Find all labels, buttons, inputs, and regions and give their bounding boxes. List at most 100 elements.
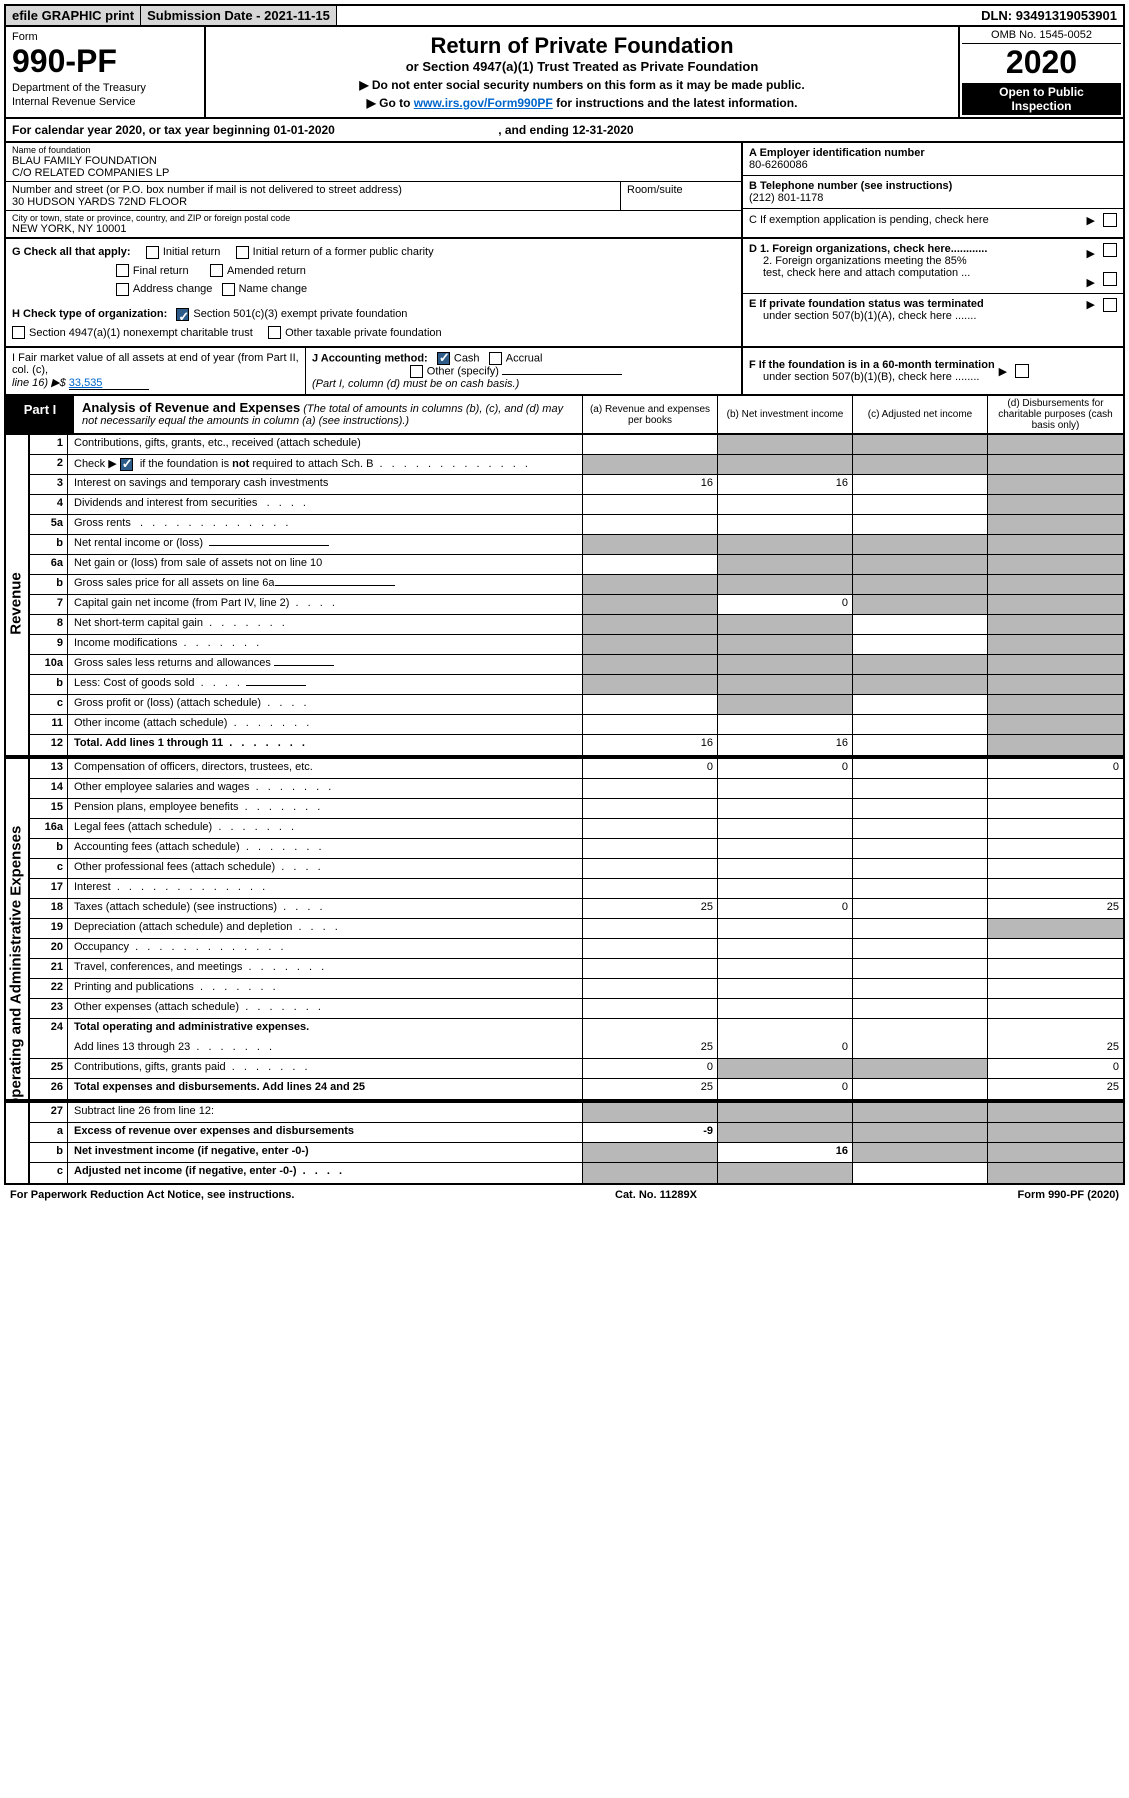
submission-date-value: 2021-11-15 [264,8,330,23]
r4-b [718,495,853,514]
r11-b [718,715,853,734]
c-checkbox[interactable] [1103,213,1117,227]
d2a-text: 2. Foreign organizations meeting the 85% [749,255,967,267]
r21-d [988,959,1123,978]
tel-label: B Telephone number (see instructions) [749,180,1117,192]
r8-desc: Net short-term capital gain . . . . . . … [68,615,583,634]
footer-right: Form 990-PF (2020) [1018,1189,1120,1201]
g-address-change-cb[interactable] [116,283,129,296]
r12-b: 16 [718,735,853,755]
efile-print-button[interactable]: efile GRAPHIC print [6,6,141,25]
r6b-num: b [30,575,68,594]
row-4: 4Dividends and interest from securities … [30,495,1123,515]
r2-checkbox[interactable] [120,458,133,471]
r10a-num: 10a [30,655,68,674]
g-amended-cb[interactable] [210,264,223,277]
h-label: H Check type of organization: [12,308,167,320]
entity-right: A Employer identification number 80-6260… [743,143,1123,237]
h-other-taxable-cb[interactable] [268,326,281,339]
row-16b: bAccounting fees (attach schedule) . . .… [30,839,1123,859]
r3-d [988,475,1123,494]
row-17: 17Interest . . . . . . . . . . . . . [30,879,1123,899]
r19-num: 19 [30,919,68,938]
row-10b: bLess: Cost of goods sold . . . . [30,675,1123,695]
r6a-c [853,555,988,574]
r27a-a: -9 [583,1123,718,1142]
address-row: Number and street (or P.O. box number if… [6,182,741,211]
r5a-desc: Gross rents . . . . . . . . . . . . . [68,515,583,534]
f-checkbox[interactable] [1015,364,1029,378]
r4-a [583,495,718,514]
h-4947-cb[interactable] [12,326,25,339]
g-name-change-cb[interactable] [222,283,235,296]
part1-label: Part I [6,396,74,433]
city-label: City or town, state or province, country… [12,213,735,223]
form990pf-link[interactable]: www.irs.gov/Form990PF [414,96,553,110]
footer: For Paperwork Reduction Act Notice, see … [4,1185,1125,1205]
r27b-a [583,1143,718,1162]
g-initial-former-cb[interactable] [236,246,249,259]
r26-b: 0 [718,1079,853,1099]
r16c-b [718,859,853,878]
e2-text: under section 507(b)(1)(A), check here .… [749,310,976,322]
i-line16-label: line 16) ▶$ [12,377,69,389]
g-final-return-cb[interactable] [116,264,129,277]
r5a-b [718,515,853,534]
r9-b [718,635,853,654]
r25-b [718,1059,853,1078]
r16c-d [988,859,1123,878]
r27b-num: b [30,1143,68,1162]
r17-b [718,879,853,898]
r2-pre: Check ▶ [74,458,120,470]
fmv-link[interactable]: 33,535 [69,377,149,390]
r14-desc: Other employee salaries and wages . . . … [68,779,583,798]
r6a-num: 6a [30,555,68,574]
r18-a: 25 [583,899,718,918]
tax-year: 2020 [962,44,1121,81]
r7-d [988,595,1123,614]
e-checkbox[interactable] [1103,298,1117,312]
r27c-desc: Adjusted net income (if negative, enter … [68,1163,583,1183]
r21-c [853,959,988,978]
foundation-name-2: C/O RELATED COMPANIES LP [12,167,735,179]
r18-desc: Taxes (attach schedule) (see instruction… [68,899,583,918]
row-14: 14Other employee salaries and wages . . … [30,779,1123,799]
r16b-d [988,839,1123,858]
row-27b: bNet investment income (if negative, ent… [30,1143,1123,1163]
r1-a [583,435,718,454]
form-header: Form 990-PF Department of the Treasury I… [4,27,1125,119]
street-value: 30 HUDSON YARDS 72ND FLOOR [12,196,614,208]
dept-irs: Internal Revenue Service [12,96,198,108]
gh-left: G Check all that apply: Initial return I… [6,239,743,346]
r15-d [988,799,1123,818]
col-d-header: (d) Disbursements for charitable purpose… [988,396,1123,433]
r18-c [853,899,988,918]
d1-checkbox[interactable] [1103,243,1117,257]
h-501c3-cb[interactable] [176,308,189,321]
row-13: 13Compensation of officers, directors, t… [30,759,1123,779]
calendar-year-row: For calendar year 2020, or tax year begi… [4,119,1125,143]
form-word: Form [12,31,198,43]
r12-desc: Total. Add lines 1 through 11 . . . . . … [68,735,583,755]
r18-b: 0 [718,899,853,918]
r2-a [583,455,718,474]
r2-post: if the foundation is not required to att… [137,458,374,470]
r13-num: 13 [30,759,68,778]
r13-a: 0 [583,759,718,778]
r22-c [853,979,988,998]
j-accrual-cb[interactable] [489,352,502,365]
j-cash-cb[interactable] [437,352,450,365]
f2-text: under section 507(b)(1)(B), check here .… [749,371,979,383]
arrow-icon: ▶ [1087,298,1095,311]
r9-a [583,635,718,654]
d2-checkbox[interactable] [1103,272,1117,286]
r6a-desc: Net gain or (loss) from sale of assets n… [68,555,583,574]
g-initial-return-cb[interactable] [146,246,159,259]
r27b-b: 16 [718,1143,853,1162]
r10c-num: c [30,695,68,714]
city-row: City or town, state or province, country… [6,211,741,237]
r15-desc: Pension plans, employee benefits . . . .… [68,799,583,818]
row-21: 21Travel, conferences, and meetings . . … [30,959,1123,979]
arrow-icon: ▶ [999,365,1007,378]
j-other-cb[interactable] [410,365,423,378]
